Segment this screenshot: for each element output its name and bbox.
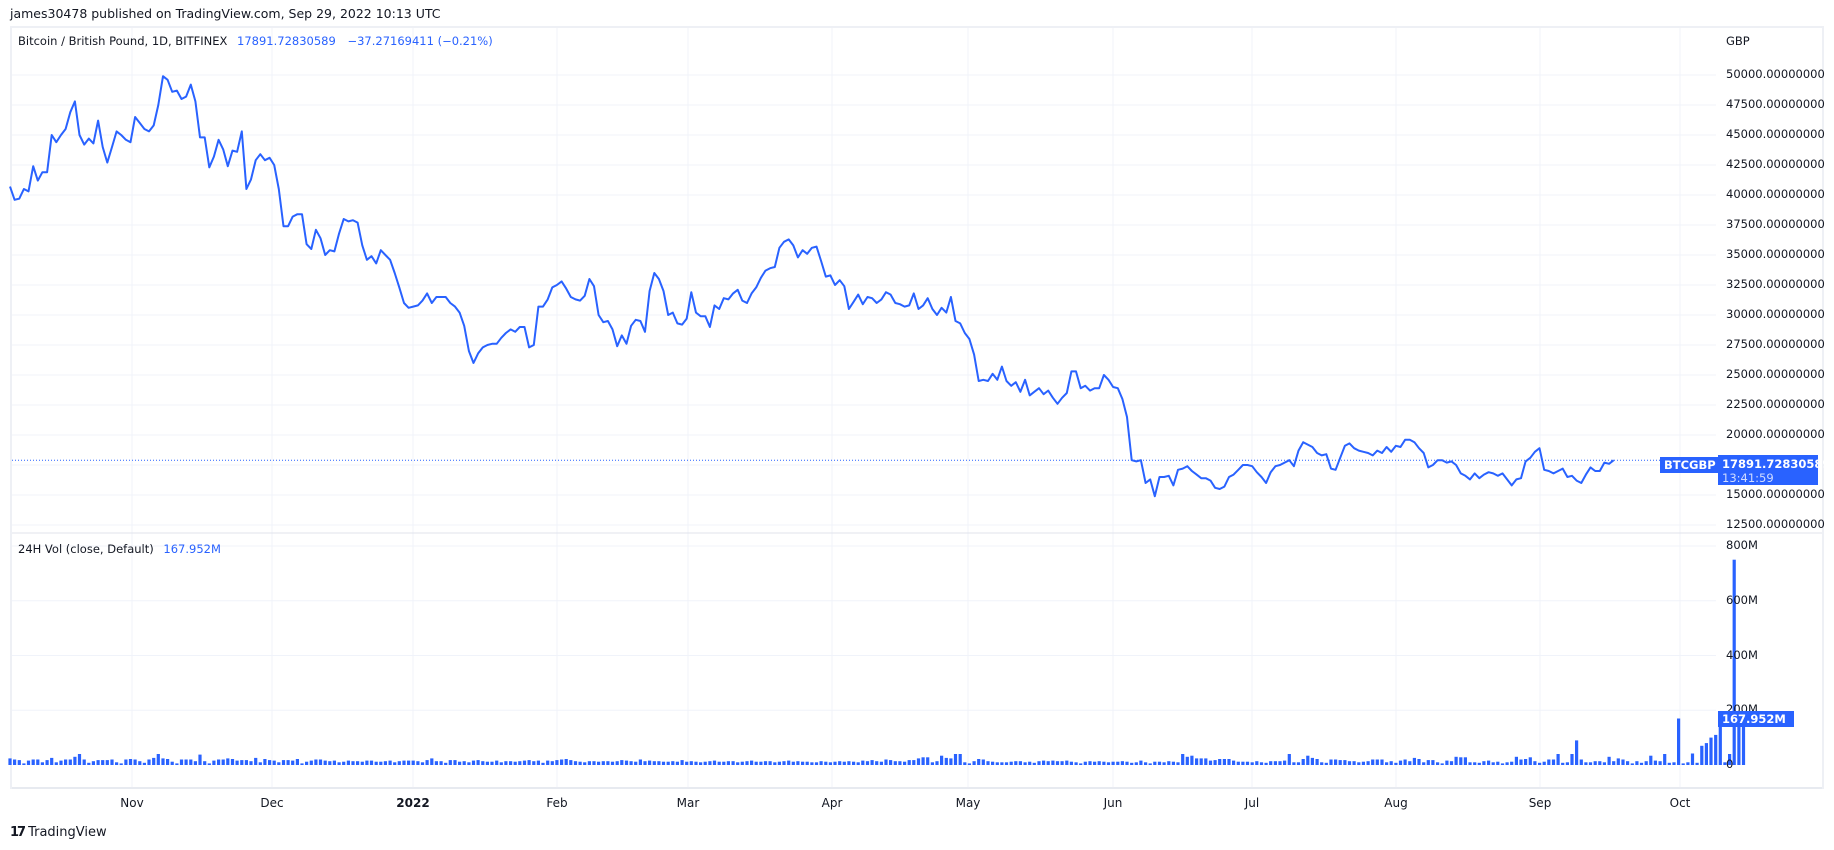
price-tick-label: 42500.00000000 (1726, 157, 1825, 171)
volume-tick-label: 400M (1726, 647, 1758, 662)
price-tick-label: 25000.00000000 (1726, 367, 1825, 381)
price-tick-label: 27500.00000000 (1726, 337, 1825, 351)
last-price-tag: 17891.72830589 13:41:59 (1718, 455, 1830, 485)
volume-tag: 167.952M (1718, 711, 1794, 727)
time-tick-label: May (955, 796, 981, 810)
tradingview-logo-text[interactable]: TradingView (28, 825, 107, 840)
time-tick-label: Oct (1669, 796, 1691, 810)
price-tick-label: 30000.00000000 (1726, 307, 1825, 321)
last-price-value: 17891.72830589 (1722, 457, 1831, 471)
volume-tick-label: 800M (1726, 538, 1758, 552)
volume-tick-label: 600M (1726, 592, 1758, 607)
price-tick-label: 45000.00000000 (1726, 127, 1825, 141)
price-tick-label: 22500.00000000 (1726, 397, 1825, 411)
price-tick-label: 20000.00000000 (1726, 427, 1825, 441)
volume-tick-label: 0 (1726, 757, 1734, 771)
volume-title: 24H Vol (close, Default) (18, 542, 154, 556)
time-tick-label: Jun (1103, 796, 1123, 810)
time-tick-label: Mar (676, 796, 700, 810)
footer: 17 TradingView (10, 825, 107, 840)
main-legend: Bitcoin / British Pound, 1D, BITFINEX 17… (18, 34, 493, 48)
time-tick-label: Dec (260, 796, 284, 810)
symbol-tag: BTCGBP (1660, 457, 1720, 473)
volume-legend: 24H Vol (close, Default) 167.952M (18, 542, 221, 556)
currency-label: GBP (1726, 34, 1750, 48)
time-tick-label: Nov (120, 796, 144, 810)
last-value: 17891.72830589 (237, 34, 336, 48)
countdown-value: 13:41:59 (1722, 471, 1774, 485)
published-line: james30478 published on TradingView.com,… (10, 6, 441, 21)
price-tick-label: 12500.00000000 (1726, 517, 1825, 531)
time-tick-label: 2022 (396, 796, 430, 810)
price-tick-label: 50000.00000000 (1726, 67, 1825, 81)
volume-value: 167.952M (163, 542, 221, 556)
time-tick-label: Jul (1244, 796, 1260, 810)
tradingview-logo-icon[interactable]: 17 (10, 825, 26, 840)
change-value: −37.27169411 (−0.21%) (347, 34, 493, 48)
price-tick-label: 47500.00000000 (1726, 97, 1825, 111)
symbol-title: Bitcoin / British Pound, 1D, BITFINEX (18, 34, 228, 48)
price-tick-label: 35000.00000000 (1726, 247, 1825, 261)
price-tick-label: 32500.00000000 (1726, 277, 1825, 291)
price-tick-label: 40000.00000000 (1726, 187, 1825, 201)
time-tick-label: Sep (1528, 796, 1552, 810)
time-tick-label: Apr (821, 796, 843, 810)
time-tick-label: Feb (546, 796, 568, 810)
price-tick-label: 15000.00000000 (1726, 487, 1825, 501)
price-tick-label: 37500.00000000 (1726, 217, 1825, 231)
time-tick-label: Aug (1384, 796, 1408, 810)
